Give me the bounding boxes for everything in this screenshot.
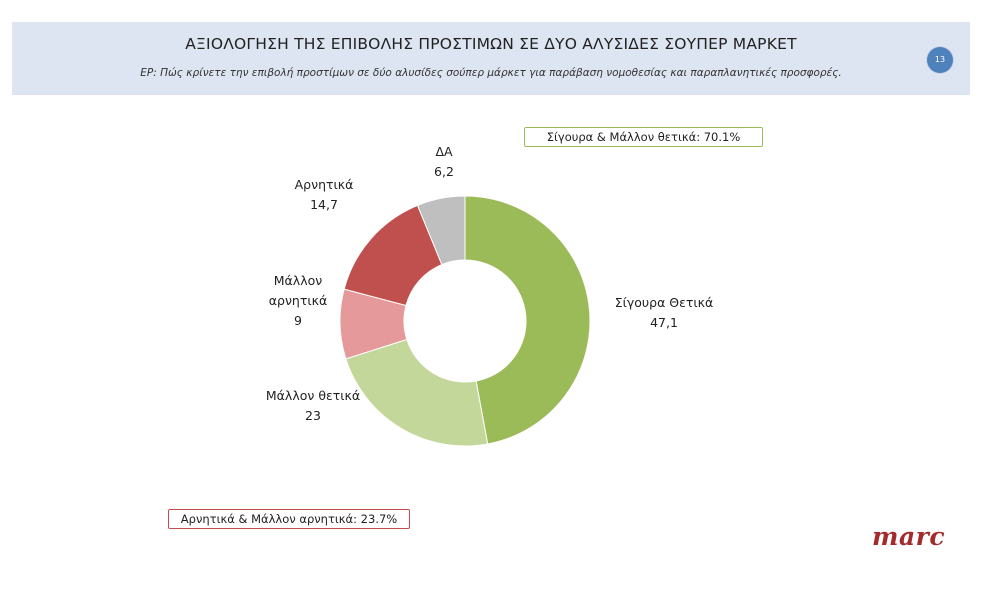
slice-label-3: Αρνητικά 14,7 — [295, 177, 354, 212]
donut-slice-1 — [345, 338, 489, 447]
slice-label-1: Μάλλον θετικά 23 — [266, 388, 360, 423]
page-number-badge: 13 — [927, 47, 953, 73]
donut-slice-0 — [464, 195, 591, 445]
slice-label-4: ΔΑ 6,2 — [434, 144, 454, 179]
marc-logo: marc — [872, 522, 946, 551]
negative-summary-box: Αρνητικά & Μάλλον αρνητικά: 23.7% — [168, 509, 410, 529]
slice-label-2: Μάλλον αρνητικά 9 — [269, 273, 327, 328]
page-subtitle: ΕΡ: Πώς κρίνετε την επιβολή προστίμων σε… — [140, 67, 842, 79]
donut-slice-4 — [416, 195, 466, 266]
slice-label-0: Σίγουρα Θετικά 47,1 — [615, 295, 714, 330]
positive-summary-box: Σίγουρα & Μάλλον θετικά: 70.1% — [524, 127, 763, 147]
page-title: ΑΞΙΟΛΟΓΗΣΗ ΤΗΣ ΕΠΙΒΟΛΗΣ ΠΡΟΣΤΙΜΩΝ ΣΕ ΔΥΟ… — [185, 35, 797, 53]
header-band: ΑΞΙΟΛΟΓΗΣΗ ΤΗΣ ΕΠΙΒΟΛΗΣ ΠΡΟΣΤΙΜΩΝ ΣΕ ΔΥΟ… — [12, 22, 970, 95]
